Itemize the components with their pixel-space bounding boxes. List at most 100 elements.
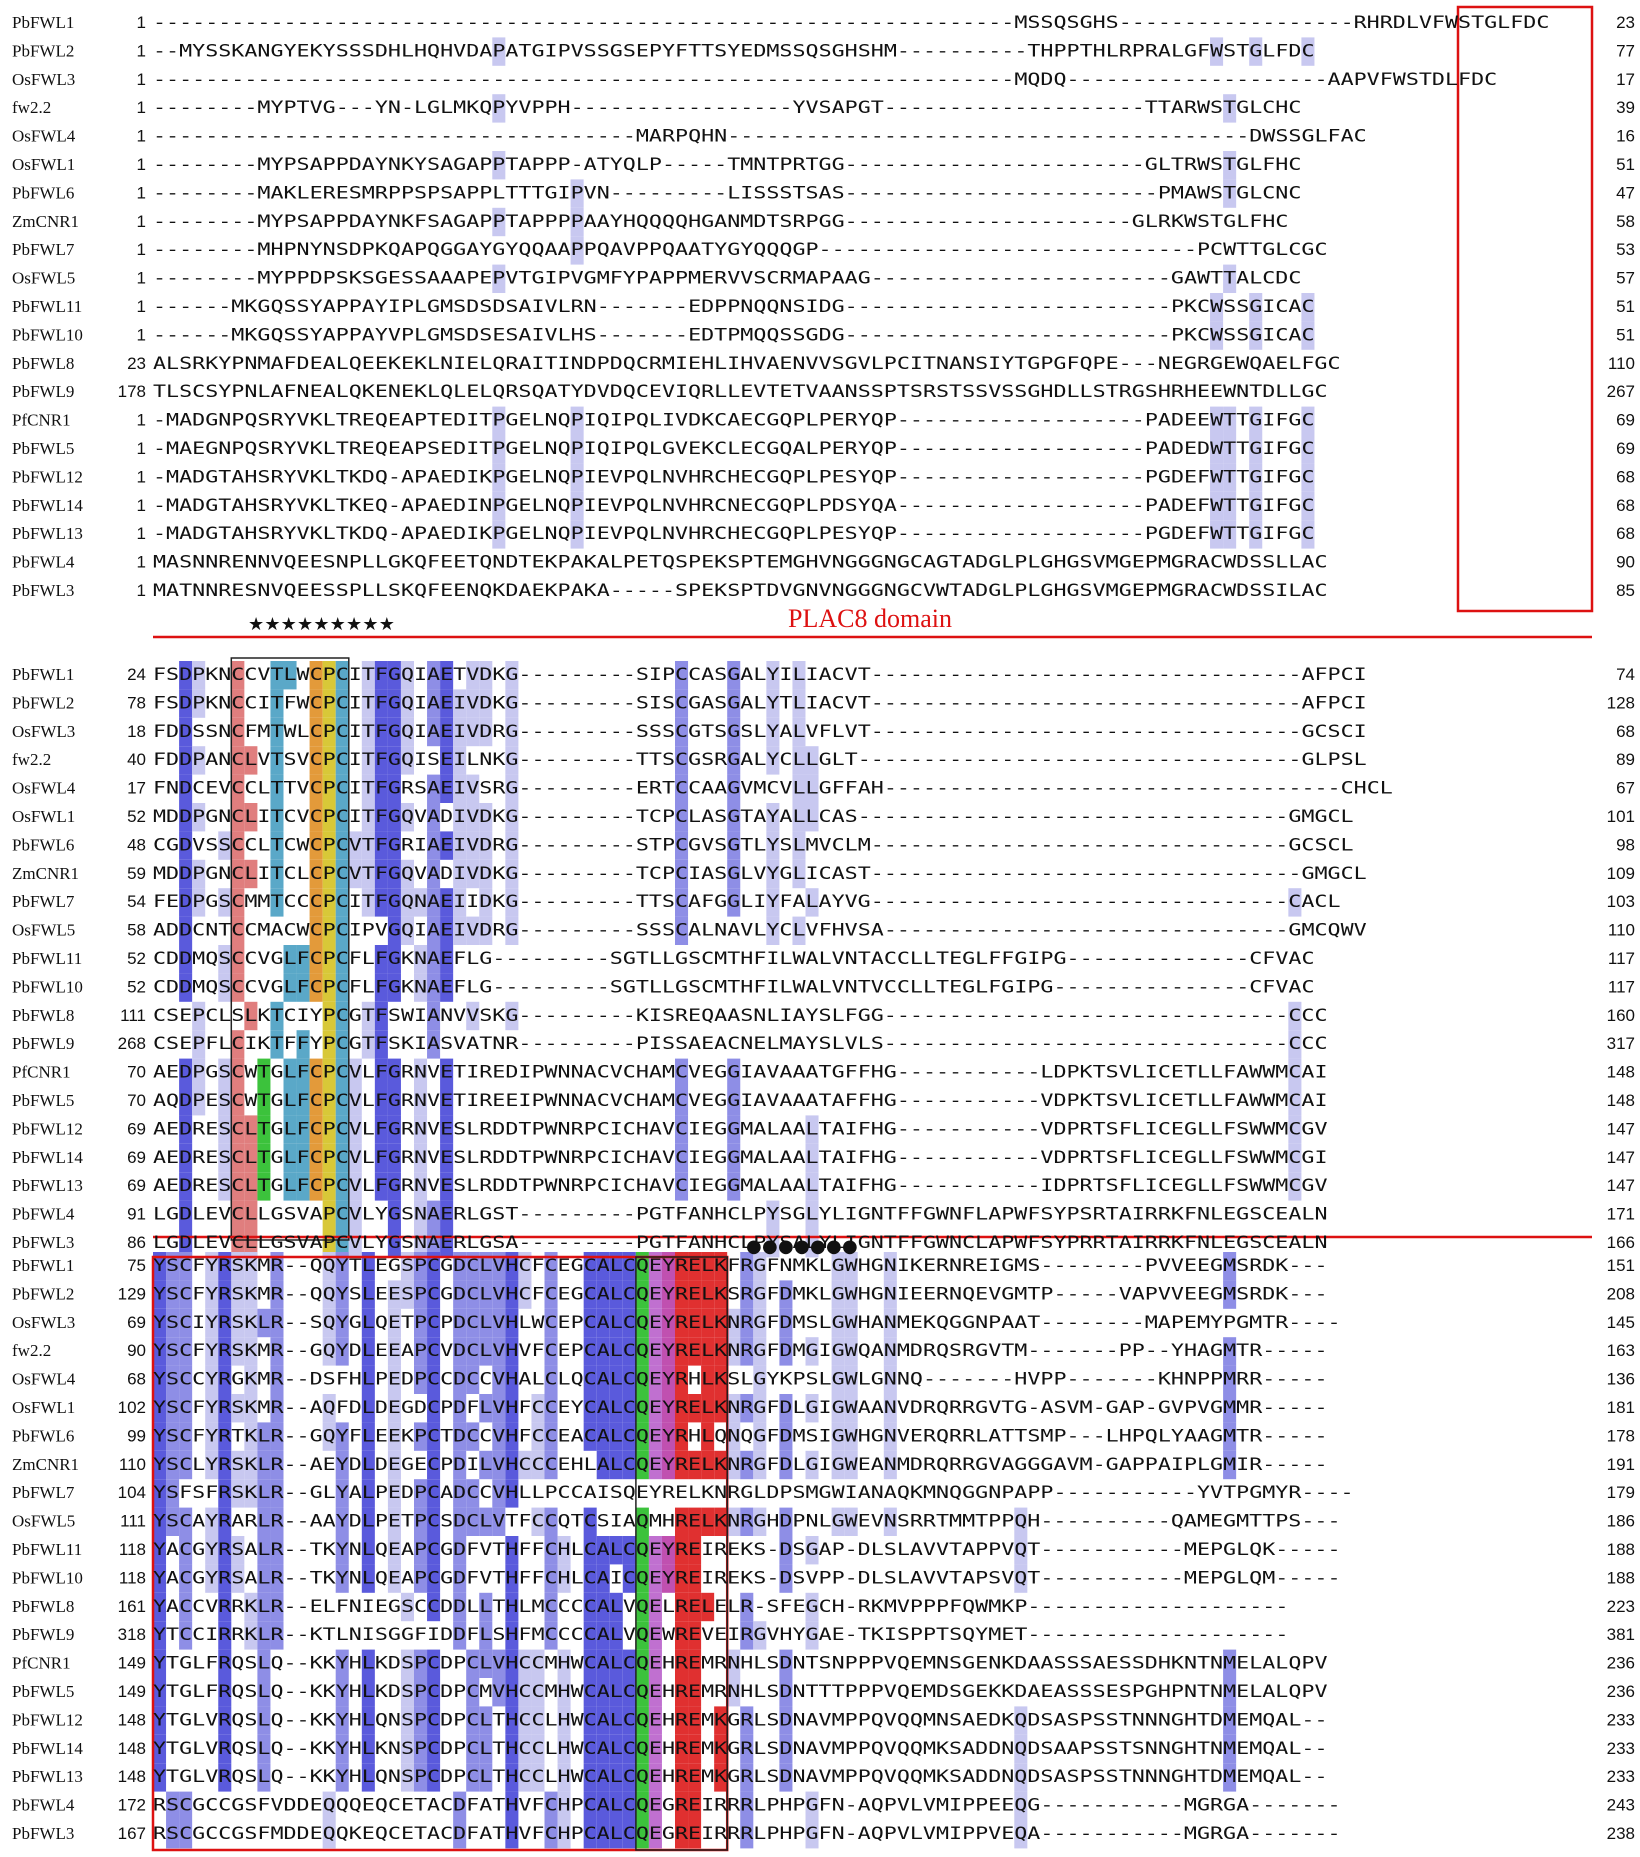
residue-shade: [218, 888, 232, 917]
residue-shade: [453, 1308, 467, 1338]
start-position: 1: [137, 183, 146, 202]
residue-shade: [1210, 463, 1224, 492]
alignment-row: OsFWL4 17 FNDCEVCCLTTVCPCITFGRSAEIVSRG----…: [12, 779, 1635, 799]
residue-shade: [622, 1678, 636, 1707]
residue-shade: [231, 1536, 245, 1565]
end-position: 67: [1616, 779, 1635, 798]
alignment-row: OsFWL1 102 YSCFYRSKMR--AQFDLDEGDCPDFLVHFCC…: [12, 1398, 1635, 1418]
residue-shade: [179, 1592, 193, 1622]
residue-shade: [492, 1678, 506, 1707]
residue-shade: [505, 803, 519, 832]
residue-shade: [179, 717, 193, 747]
residue-shade: [779, 1564, 793, 1593]
alignment-row: PbFWL12 69 AEDRESCLTGLFCPCVLFGRNVESLRDDTPW…: [12, 1119, 1635, 1139]
residue-shade: [387, 1200, 401, 1229]
residue-shade: [583, 1592, 597, 1622]
residue-shade: [648, 1791, 662, 1820]
residue-shade: [792, 661, 806, 690]
residue-shade: [753, 1422, 767, 1451]
sequence-name: fw2.2: [12, 98, 51, 117]
residue-shade: [414, 1422, 428, 1451]
residue-shade: [466, 916, 480, 945]
residue-shade: [779, 1394, 793, 1423]
residue-shade: [335, 831, 349, 860]
sequence-residues: -MAEGNPQSRYVKLTREQEAPSEDITPGELNQPIQIPQLG…: [153, 439, 1315, 459]
residue-shade: [427, 774, 441, 803]
residue-shade: [648, 1564, 662, 1593]
sequence-name: PbFWL6: [12, 183, 74, 202]
residue-shade: [583, 1394, 597, 1423]
residue-shade: [753, 1252, 767, 1281]
residue-shade: [335, 916, 349, 945]
residue-shade: [505, 1678, 519, 1707]
residue-shade: [205, 1450, 219, 1480]
residue-shade: [166, 1280, 180, 1309]
start-position: 40: [127, 750, 146, 769]
residue-shade: [727, 661, 741, 690]
residue-shade: [309, 661, 323, 690]
residue-shade: [883, 1394, 897, 1423]
residue-shade: [492, 1365, 506, 1394]
residue-shade: [766, 916, 780, 945]
residue-shade: [635, 1734, 649, 1764]
residue-shade: [766, 831, 780, 860]
residue-shade: [309, 1143, 323, 1173]
residue-shade: [531, 1706, 545, 1735]
residue-shade: [675, 831, 689, 860]
residue-shade: [1223, 1649, 1237, 1678]
residue-shade: [1249, 520, 1263, 549]
residue-shade: [883, 1507, 897, 1536]
residue-shade: [427, 831, 441, 860]
sequence-residues: CDDMQSCCVGLFCPCFLFGKNAEFLG---------SGTLL…: [153, 977, 1315, 997]
alignment-row: OsFWL1 52 MDDPGNCLITCVCPCITFGQVADIVDKG----…: [12, 807, 1635, 827]
residue-shade: [1288, 1115, 1302, 1144]
residue-shade: [688, 1763, 702, 1792]
residue-shade: [231, 973, 245, 1002]
residue-shade: [374, 1001, 388, 1031]
residue-shade: [153, 1394, 167, 1423]
residue-shade: [322, 1200, 336, 1229]
sequence-residues: CSEPCLSLKTCIYPCGTFSWIANVVSKG---------KIS…: [153, 1006, 1328, 1026]
residue-shade: [1223, 1280, 1237, 1309]
residue-shade: [361, 717, 375, 747]
residue-shade: [505, 916, 519, 945]
end-position: 178: [1607, 1426, 1635, 1445]
residue-shade: [688, 1252, 702, 1281]
residue-shade: [635, 1450, 649, 1480]
residue-shade: [557, 1536, 571, 1565]
end-position: 16: [1616, 127, 1635, 146]
residue-shade: [427, 689, 441, 718]
residue-shade: [675, 1308, 689, 1338]
alignment-row: PbFWL4 172 RSCGCCGSFVDDEQQQEQCETACDFATHVFC…: [12, 1796, 1635, 1816]
residue-shade: [309, 1087, 323, 1116]
residue-shade: [505, 717, 519, 747]
residue-shade: [414, 1536, 428, 1565]
residue-shade: [309, 973, 323, 1002]
residue-shade: [400, 803, 414, 832]
residue-shade: [322, 661, 336, 690]
residue-shade: [361, 1422, 375, 1451]
residue-shade: [635, 1649, 649, 1678]
residue-shade: [675, 1763, 689, 1792]
residue-shade: [714, 1450, 728, 1480]
residue-shade: [440, 689, 454, 718]
residue-shade: [348, 1115, 362, 1144]
residue-shade: [270, 1337, 284, 1366]
residue-shade: [361, 1394, 375, 1423]
residue-shade: [179, 1621, 193, 1650]
residue-shade: [779, 1706, 793, 1735]
residue-shade: [675, 1507, 689, 1536]
residue-shade: [753, 1308, 767, 1338]
residue-shade: [205, 1365, 219, 1394]
residue-shade: [596, 1678, 610, 1707]
start-position: 1: [137, 41, 146, 60]
residue-shade: [544, 1422, 558, 1451]
residue-shade: [727, 859, 741, 889]
residue-shade: [570, 463, 584, 492]
sequence-name: PbFWL4: [12, 1205, 75, 1224]
sequence-name: PbFWL7: [12, 892, 75, 911]
residue-shade: [231, 945, 245, 974]
alignment-row: PbFWL10 118 YACGYRSALR--TKYNLQEAPCGDFVTHFF…: [12, 1568, 1635, 1588]
residue-shade: [479, 1252, 493, 1281]
residue-shade: [270, 689, 284, 718]
